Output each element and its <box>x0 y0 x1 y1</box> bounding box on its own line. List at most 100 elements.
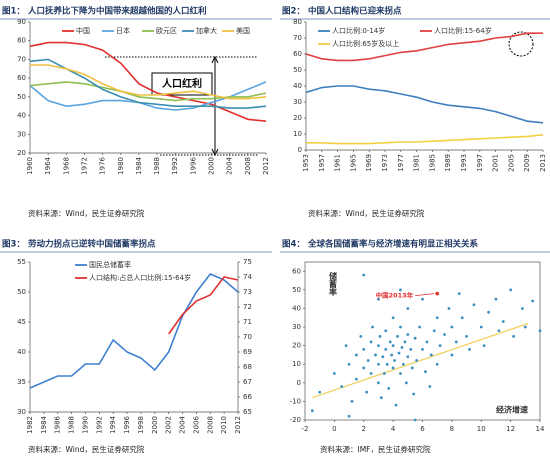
scatter-point <box>399 372 402 375</box>
series-line <box>168 276 239 335</box>
scatter-point <box>355 353 358 357</box>
scatter-point <box>310 409 314 413</box>
scatter-point <box>460 316 464 320</box>
scatter-point <box>355 377 358 381</box>
scatter-point <box>429 353 433 357</box>
y-tick-label: 40 <box>292 304 301 312</box>
x-tick-label: 2008 <box>244 157 252 175</box>
figure-title: 劳动力拐点已逆转中国储蓄率拐点 <box>28 239 156 250</box>
y2-tick-label: 69 <box>243 348 252 356</box>
scatter-point <box>371 325 374 329</box>
x-tick-label: 1972 <box>80 157 88 175</box>
scatter-point <box>397 351 401 355</box>
scatter-point <box>396 334 399 338</box>
scatter-point <box>350 400 354 403</box>
x-tick-label: 1973 <box>381 154 389 172</box>
x-tick-label: 1976 <box>99 156 107 174</box>
scatter-point <box>369 372 373 375</box>
x-tick-label: 2 <box>362 425 366 433</box>
y-tick-label: -20 <box>290 416 301 424</box>
scatter-point <box>468 347 471 351</box>
x-tick-label: 1992 <box>171 157 179 175</box>
y2-tick-label: 73 <box>243 288 252 296</box>
y-tick-label: 80 <box>293 18 302 26</box>
series-line <box>29 81 267 111</box>
x-tick-label: -2 <box>302 425 309 433</box>
y-tick-label: 10 <box>293 130 302 138</box>
scatter-point <box>413 418 417 422</box>
scatter-point <box>450 325 454 329</box>
scatter-point <box>377 381 380 385</box>
x-tick-label: 4 <box>391 425 396 433</box>
scatter-point <box>391 344 395 348</box>
annotation-box <box>151 72 213 96</box>
scatter-point <box>538 329 542 333</box>
x-tick-label: 1993 <box>460 154 468 172</box>
x-tick-label: 2009 <box>523 154 531 172</box>
x-tick-label: 2012 <box>262 157 270 175</box>
y-tick-label: 10 <box>292 360 301 368</box>
scatter-point <box>447 307 451 310</box>
x-tick-label: 1996 <box>123 415 131 433</box>
source-note: 资料来源：Wind，民生证券研究院 <box>308 208 425 218</box>
scatter-point <box>362 347 366 351</box>
highlight-label: 中国2013年 <box>376 291 414 300</box>
y2-tick-label: 75 <box>243 258 252 266</box>
scatter-point <box>366 359 370 362</box>
y-tick-label: 30 <box>17 130 26 138</box>
scatter-point <box>531 299 535 303</box>
legend-label: 人口比例:0-14岁 <box>332 26 385 35</box>
x-tick-label: 1986 <box>54 415 62 433</box>
x-tick-label: 1964 <box>44 156 52 174</box>
legend-label: 美国 <box>236 26 250 35</box>
scatter-point <box>391 366 395 370</box>
series-line <box>30 64 267 100</box>
x-tick-label: 1997 <box>476 154 484 172</box>
scatter-point <box>318 390 322 394</box>
scatter-point <box>472 303 476 307</box>
y-tick-label: 70 <box>293 34 302 42</box>
x-tick-label: 1980 <box>117 157 125 175</box>
x-tick-label: 0 <box>332 425 336 433</box>
scatter-point <box>406 333 410 336</box>
scatter-point <box>391 316 395 320</box>
x-axis-title: 经济增速 <box>496 405 528 415</box>
figure-label: 图1： <box>2 7 25 17</box>
scatter-point <box>497 329 501 333</box>
scatter-point <box>362 366 366 370</box>
scatter-point <box>400 346 404 349</box>
scatter-point <box>402 362 405 366</box>
x-tick-label: 8 <box>450 425 454 433</box>
y-tick-label: 30 <box>292 323 301 331</box>
y-tick-label: 35 <box>17 378 26 386</box>
scatter-point <box>509 288 513 292</box>
x-tick-label: 1988 <box>68 416 76 434</box>
scatter-point <box>379 396 383 400</box>
source-note: 资料来源：Wind，民生证券研究院 <box>28 208 145 218</box>
y-tick-label: 30 <box>293 98 302 106</box>
legend-label: 欧元区 <box>156 26 177 35</box>
scatter-point <box>406 307 410 310</box>
x-tick-label: 2010 <box>220 416 228 434</box>
scatter-point <box>384 329 388 333</box>
series-line <box>305 32 543 62</box>
y-tick-label: 20 <box>293 114 302 122</box>
trend-line <box>312 322 529 399</box>
y2-tick-label: 68 <box>243 363 252 371</box>
scatter-point <box>450 353 454 357</box>
scatter-point <box>413 336 417 340</box>
y2-tick-label: 70 <box>243 333 252 341</box>
highlight-point <box>435 291 439 296</box>
y-tick-label: 0 <box>298 146 302 154</box>
x-tick-label: 12 <box>506 425 515 433</box>
y-tick-label: 20 <box>17 149 26 157</box>
scatter-point <box>428 385 432 388</box>
scatter-point <box>377 344 380 348</box>
x-tick-label: 2005 <box>507 154 515 172</box>
y-tick-label: 45 <box>17 318 26 326</box>
plot-frame <box>304 261 541 421</box>
y2-tick-label: 65 <box>243 408 252 416</box>
figure-label: 图4： <box>282 240 305 250</box>
turning-point-circle <box>508 31 534 57</box>
